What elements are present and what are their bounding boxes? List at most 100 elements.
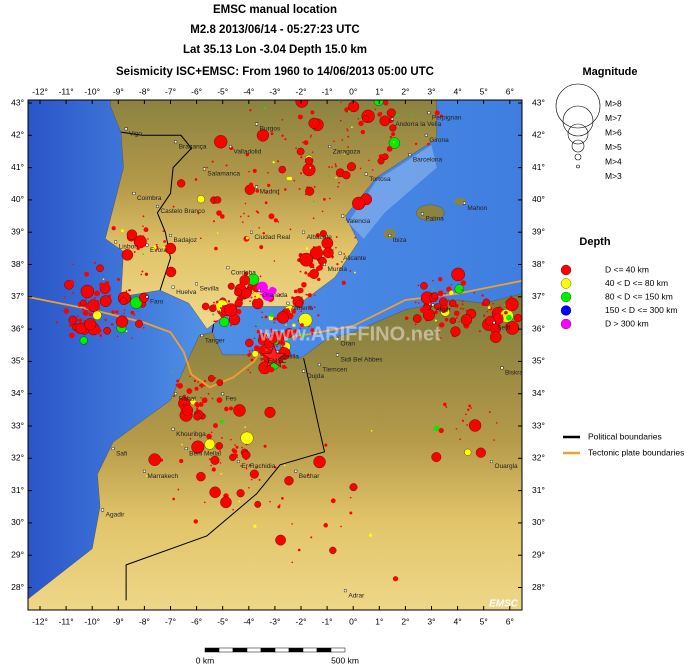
quake xyxy=(495,422,498,424)
quake xyxy=(270,330,275,334)
quake xyxy=(459,438,462,441)
longitude-label: -7° xyxy=(165,86,176,96)
quake xyxy=(453,302,456,305)
quake xyxy=(389,124,397,132)
quake xyxy=(358,120,364,127)
quake xyxy=(493,439,495,441)
latitude-label: 35° xyxy=(532,356,545,366)
quake xyxy=(321,253,323,255)
quake xyxy=(273,218,278,223)
quake xyxy=(194,386,199,391)
place-label: Valencia xyxy=(346,218,371,225)
quake xyxy=(510,295,513,298)
quake xyxy=(349,511,353,515)
place-marker xyxy=(302,230,306,234)
quake xyxy=(77,301,81,305)
quake xyxy=(264,406,276,418)
quake xyxy=(334,163,337,166)
scale-segment xyxy=(274,647,290,653)
quake xyxy=(276,336,278,339)
longitude-label: 3° xyxy=(427,616,435,626)
quake xyxy=(143,227,149,233)
latitude-label: 28° xyxy=(11,582,24,592)
quake xyxy=(451,267,465,282)
quake xyxy=(347,162,356,172)
quake xyxy=(268,366,275,373)
quake xyxy=(252,470,254,472)
quake xyxy=(439,297,448,306)
political-boundary xyxy=(211,324,215,333)
quake xyxy=(96,264,104,272)
quake xyxy=(312,217,315,220)
quake xyxy=(84,301,86,303)
quake xyxy=(255,345,257,347)
quake xyxy=(437,290,444,297)
quake xyxy=(235,445,239,449)
longitude-label: 4° xyxy=(454,86,462,96)
quake xyxy=(475,447,486,458)
quake xyxy=(74,323,77,326)
quake xyxy=(214,489,218,493)
magnitude-symbol xyxy=(576,164,580,169)
quake xyxy=(244,456,248,461)
quake xyxy=(304,193,307,196)
quake xyxy=(204,438,216,450)
latitude-label: 37° xyxy=(532,291,545,301)
quake xyxy=(115,315,129,328)
quake xyxy=(427,142,430,146)
place-marker xyxy=(328,145,332,149)
quake xyxy=(299,252,314,267)
quake xyxy=(338,181,340,184)
quake xyxy=(189,375,191,378)
place-label: Oujda xyxy=(307,373,325,380)
longitude-label: -5° xyxy=(217,616,228,626)
quake xyxy=(243,212,245,215)
quake xyxy=(438,331,440,334)
place-label: Salamanca xyxy=(207,171,240,178)
quake xyxy=(207,392,210,395)
quake xyxy=(449,317,457,324)
quake xyxy=(240,465,242,467)
quake xyxy=(301,333,306,338)
latitude-label: 38° xyxy=(11,259,24,269)
quake xyxy=(200,396,202,399)
quake xyxy=(125,290,128,293)
quake xyxy=(331,257,334,259)
quake xyxy=(341,139,344,141)
quake xyxy=(288,315,293,320)
quake xyxy=(238,500,241,503)
scale-segment xyxy=(246,647,262,653)
quake xyxy=(289,329,292,331)
quake xyxy=(340,101,342,104)
quake xyxy=(293,179,296,182)
quake xyxy=(256,329,261,334)
quake xyxy=(266,341,269,344)
quake xyxy=(482,298,490,306)
place-marker xyxy=(156,204,159,208)
quake xyxy=(438,427,444,434)
quake xyxy=(292,323,296,327)
quake xyxy=(172,497,176,501)
quake xyxy=(275,534,286,546)
place-label: Valladolid xyxy=(234,148,262,155)
longitude-label: -1° xyxy=(322,86,333,96)
quake xyxy=(464,448,472,456)
longitude-label: -4° xyxy=(243,616,254,626)
quake xyxy=(501,314,504,317)
quake xyxy=(298,335,302,339)
quake xyxy=(310,536,313,539)
line-label: Tectonic plate boundaries xyxy=(588,447,684,457)
quake xyxy=(92,310,102,320)
credit: EMSC xyxy=(489,599,519,610)
quake xyxy=(295,100,309,108)
quake xyxy=(342,171,351,180)
quake xyxy=(253,337,256,340)
place-marker xyxy=(124,127,128,131)
quake xyxy=(233,404,246,417)
longitude-label: -12° xyxy=(32,616,48,626)
quake xyxy=(293,289,298,294)
quake xyxy=(250,296,253,299)
quake xyxy=(258,339,265,346)
quake xyxy=(116,335,119,338)
quake xyxy=(99,295,112,307)
